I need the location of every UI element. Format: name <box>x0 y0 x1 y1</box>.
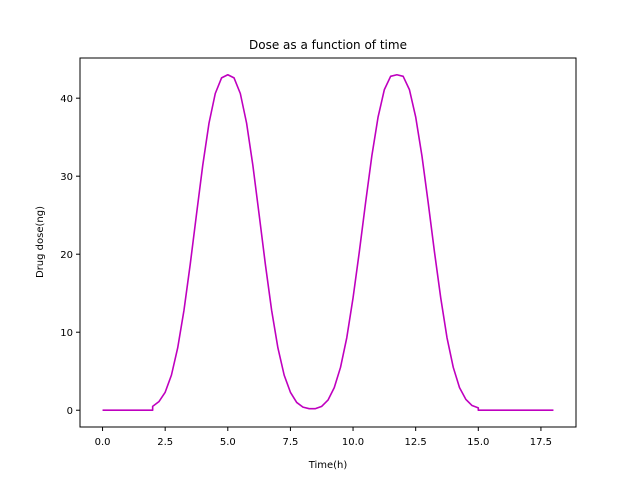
plot-area <box>102 73 554 412</box>
x-tick-label: 0.0 <box>95 437 111 448</box>
y-tick-label: 40 <box>60 94 73 105</box>
x-tick-label: 7.5 <box>282 437 298 448</box>
x-axis-ticks: 0.0 2.5 5.0 7.5 10.0 12.5 15.0 17.5 <box>95 427 552 448</box>
y-tick-label: 30 <box>60 172 73 183</box>
x-tick-label: 12.5 <box>405 437 427 448</box>
x-tick-label: 10.0 <box>342 437 364 448</box>
y-tick-label: 20 <box>60 250 73 261</box>
series-line-0 <box>102 73 554 412</box>
y-tick-label: 0 <box>67 406 73 417</box>
y-tick-label: 10 <box>60 328 73 339</box>
x-tick-label: 15.0 <box>467 437 489 448</box>
axes-frame <box>79 57 577 428</box>
x-tick-label: 2.5 <box>157 437 173 448</box>
x-tick-label: 5.0 <box>220 437 236 448</box>
x-axis-label: Time(h) <box>308 460 348 471</box>
y-axis-ticks: 0 10 20 30 40 <box>60 94 80 417</box>
x-tick-label: 17.5 <box>530 437 552 448</box>
y-axis-label: Drug dose(ng) <box>35 206 46 278</box>
chart-title: Dose as a function of time <box>249 38 407 52</box>
